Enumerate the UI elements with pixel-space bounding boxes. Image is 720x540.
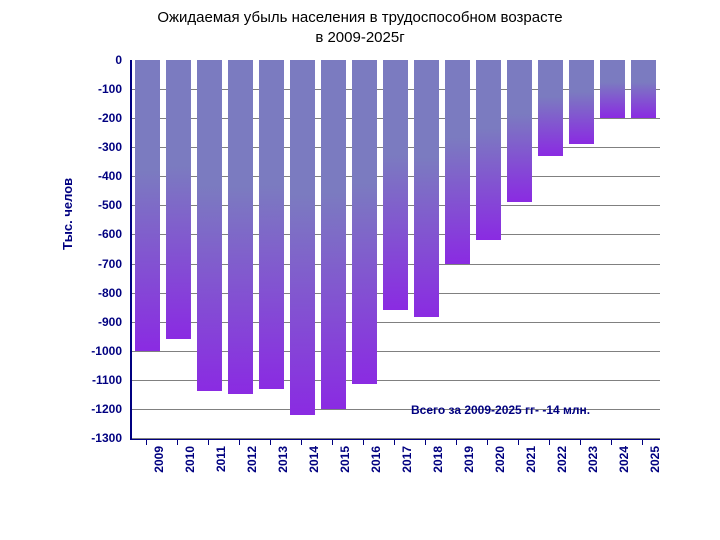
y-tick-label: -200 [62, 111, 122, 125]
x-tick-label: 2021 [524, 446, 538, 473]
chart-title: Ожидаемая убыль населения в трудоспособн… [0, 8, 720, 47]
x-tick-mark [518, 440, 519, 445]
bar [507, 60, 532, 202]
bar [352, 60, 377, 384]
x-tick-label: 2025 [648, 446, 662, 473]
x-axis: 2009 2010 2011 2012 2013 2014 2015 2016 2017 2018… [130, 440, 660, 520]
x-tick-label: 2015 [338, 446, 352, 473]
bar [476, 60, 501, 240]
x-tick-label: 2020 [493, 446, 507, 473]
x-tick-label: 2024 [617, 446, 631, 473]
x-tick-mark [301, 440, 302, 445]
x-tick-label: 2022 [555, 446, 569, 473]
y-tick-label: -1100 [62, 373, 122, 387]
x-tick-mark [146, 440, 147, 445]
x-tick-mark [611, 440, 612, 445]
x-tick-mark [270, 440, 271, 445]
x-tick-mark [580, 440, 581, 445]
y-tick-label: -300 [62, 140, 122, 154]
x-tick-mark [363, 440, 364, 445]
y-tick-label: -800 [62, 286, 122, 300]
x-tick-label: 2014 [307, 446, 321, 473]
bar [197, 60, 222, 391]
x-tick-label: 2023 [586, 446, 600, 473]
x-tick-label: 2010 [183, 446, 197, 473]
x-tick-mark [642, 440, 643, 445]
x-tick-mark [394, 440, 395, 445]
annotation-total: Всего за 2009-2025 гг- -14 млн. [411, 403, 590, 417]
plot-area: Всего за 2009-2025 гг- -14 млн. [132, 60, 660, 438]
canvas: Ожидаемая убыль населения в трудоспособн… [0, 0, 720, 540]
x-tick-label: 2016 [369, 446, 383, 473]
bar [631, 60, 656, 118]
bar [135, 60, 160, 351]
bar [228, 60, 253, 394]
bar [569, 60, 594, 144]
x-tick-mark [456, 440, 457, 445]
x-tick-mark [239, 440, 240, 445]
chart-area: Всего за 2009-2025 гг- -14 млн. [130, 60, 660, 440]
bar [445, 60, 470, 264]
x-tick-label: 2017 [400, 446, 414, 473]
y-tick-label: -1000 [62, 344, 122, 358]
y-tick-label: -900 [62, 315, 122, 329]
y-tick-label: -500 [62, 198, 122, 212]
x-tick-mark [487, 440, 488, 445]
y-tick-label: 0 [62, 53, 122, 67]
bar [166, 60, 191, 339]
title-line-2: в 2009-2025г [315, 29, 404, 46]
x-tick-label: 2019 [462, 446, 476, 473]
x-tick-label: 2013 [276, 446, 290, 473]
x-tick-mark [208, 440, 209, 445]
x-tick-label: 2018 [431, 446, 445, 473]
y-tick-label: -700 [62, 257, 122, 271]
bar [383, 60, 408, 310]
y-tick-label: -600 [62, 227, 122, 241]
gridline [132, 438, 660, 439]
bar [259, 60, 284, 389]
title-line-1: Ожидаемая убыль населения в трудоспособн… [157, 9, 562, 26]
y-tick-label: -1200 [62, 402, 122, 416]
bar [290, 60, 315, 415]
bar [600, 60, 625, 118]
bar [538, 60, 563, 156]
y-tick-label: -400 [62, 169, 122, 183]
x-tick-label: 2012 [245, 446, 259, 473]
bar [321, 60, 346, 409]
x-tick-label: 2011 [214, 446, 228, 472]
y-tick-label: -100 [62, 82, 122, 96]
bar [414, 60, 439, 317]
x-tick-mark [177, 440, 178, 445]
x-tick-mark [332, 440, 333, 445]
x-tick-mark [425, 440, 426, 445]
x-tick-mark [549, 440, 550, 445]
y-tick-label: -1300 [62, 431, 122, 445]
x-tick-label: 2009 [152, 446, 166, 473]
